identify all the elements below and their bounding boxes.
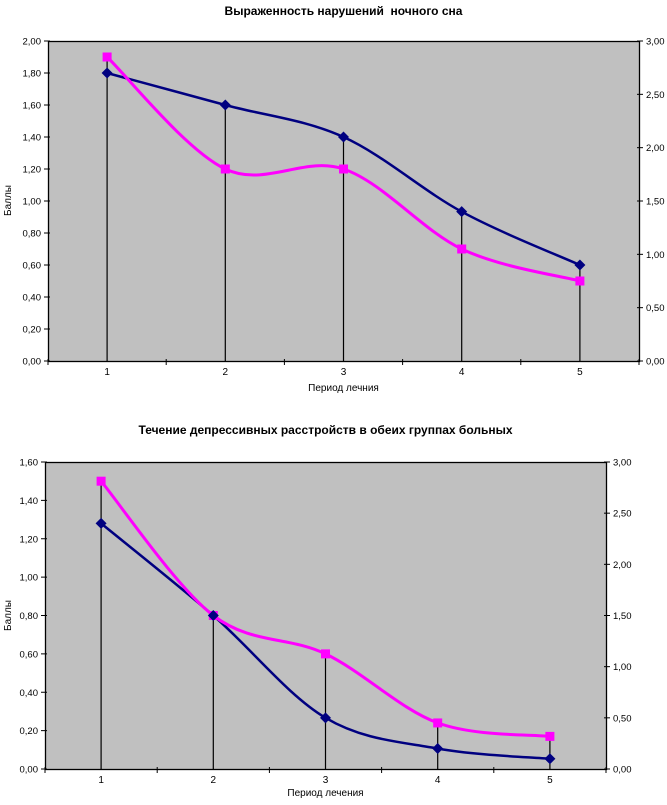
depression-course-chart: Течение депрессивных расстройств в обеих… <box>0 420 667 805</box>
y-left-tick-label: 1,80 <box>23 69 42 80</box>
y-left-tick-label: 0,60 <box>23 261 42 272</box>
y-right-tick-label: 3,00 <box>646 37 665 48</box>
y-right-tick-label: 0,50 <box>646 303 665 314</box>
y-left-tick-label: 0,20 <box>20 726 39 737</box>
y-left-tick-label: 1,00 <box>20 573 39 584</box>
marker-navy-diamond <box>95 517 107 529</box>
y-left-tick-label: 1,20 <box>20 534 39 545</box>
y-left-tick-label: 0,40 <box>20 688 39 699</box>
series-line-magenta-square <box>99 479 552 738</box>
marker-magenta-square <box>102 52 112 62</box>
chart-title: Течение депрессивных расстройств в обеих… <box>138 423 513 437</box>
x-tick-label: 2 <box>211 775 217 786</box>
marker-navy-diamond <box>219 99 231 111</box>
x-tick-label: 5 <box>547 775 553 786</box>
x-tick-label: 3 <box>341 367 347 378</box>
y-right-tick-label: 0,00 <box>646 357 665 368</box>
y-right-tick-label: 0,50 <box>613 713 632 724</box>
marker-magenta-square <box>321 649 330 659</box>
y-left-tick-label: 0,80 <box>20 611 39 622</box>
marker-magenta-square <box>220 164 230 174</box>
marker-magenta-square <box>545 731 555 741</box>
marker-navy-diamond <box>432 743 444 755</box>
marker-navy-diamond <box>456 206 468 218</box>
sleep-disturbance-chart: Выраженность нарушений ночного сна Баллы… <box>3 4 665 394</box>
x-tick-label: 2 <box>223 367 229 378</box>
plot-svg: 1,60 1,40 1,20 1,00 0,80 0,60 0,40 0,20 0,00 3,00… <box>20 458 632 787</box>
y-left-tick-label: 1,60 <box>23 101 42 112</box>
x-tick-label: 4 <box>459 367 465 378</box>
y-right-tick-label: 2,50 <box>646 90 665 101</box>
y-right-tick-label: 1,50 <box>613 611 632 622</box>
y-left-tick-label: 0,20 <box>23 325 42 336</box>
y-left-tick-label: 0,00 <box>20 765 39 776</box>
marker-magenta-square <box>339 164 348 174</box>
marker-navy-diamond <box>101 67 113 79</box>
y-right-tick-label: 1,50 <box>646 197 665 208</box>
y-right-tick-label: 1,00 <box>613 662 632 673</box>
y-left-tick-label: 0,00 <box>23 357 42 368</box>
y-left-tick-label: 0,80 <box>23 229 42 240</box>
y-left-tick-label: 1,20 <box>23 165 42 176</box>
y-left-tick-label: 2,00 <box>23 37 42 48</box>
y-right-tick-label: 1,00 <box>646 250 665 261</box>
y-left-tick-label: 1,40 <box>20 496 39 507</box>
x-axis-title: Период лечения <box>287 788 364 799</box>
y-right-tick-label: 2,00 <box>613 560 632 571</box>
y-left-tick-label: 0,60 <box>20 649 39 660</box>
chart-title: Выраженность нарушений ночного сна <box>224 4 463 18</box>
marker-navy-diamond <box>207 610 219 621</box>
marker-magenta-square <box>457 244 467 254</box>
y-left-tick-label: 1,60 <box>20 458 39 469</box>
x-tick-label: 3 <box>323 775 329 786</box>
marker-navy-diamond <box>544 753 556 765</box>
y-left-tick-label: 0,40 <box>23 293 42 304</box>
marker-magenta-square <box>96 476 106 486</box>
y-right-tick-label: 0,00 <box>613 765 632 776</box>
marker-magenta-square <box>433 718 443 728</box>
x-tick-label: 4 <box>435 775 441 786</box>
marker-navy-diamond <box>338 131 349 143</box>
y-right-tick-label: 2,00 <box>646 143 665 154</box>
y-left-tick-label: 1,40 <box>23 133 42 144</box>
marker-navy-diamond <box>320 712 331 724</box>
x-tick-label: 1 <box>98 775 104 786</box>
marker-magenta-square <box>575 276 585 286</box>
y-right-tick-label: 3,00 <box>613 458 632 469</box>
y-left-tick-label: 1,00 <box>23 197 42 208</box>
y-right-tick-label: 2,50 <box>613 509 632 520</box>
x-axis-title: Период лечния <box>308 383 379 394</box>
marker-navy-diamond <box>574 259 586 271</box>
x-tick-label: 5 <box>577 367 583 378</box>
x-tick-label: 1 <box>104 367 110 378</box>
series-line-navy-diamond <box>99 522 552 761</box>
plot-svg: 2,00 1,80 1,60 1,40 1,20 1,00 0,80 0,60 0,40 0,20… <box>23 37 665 379</box>
